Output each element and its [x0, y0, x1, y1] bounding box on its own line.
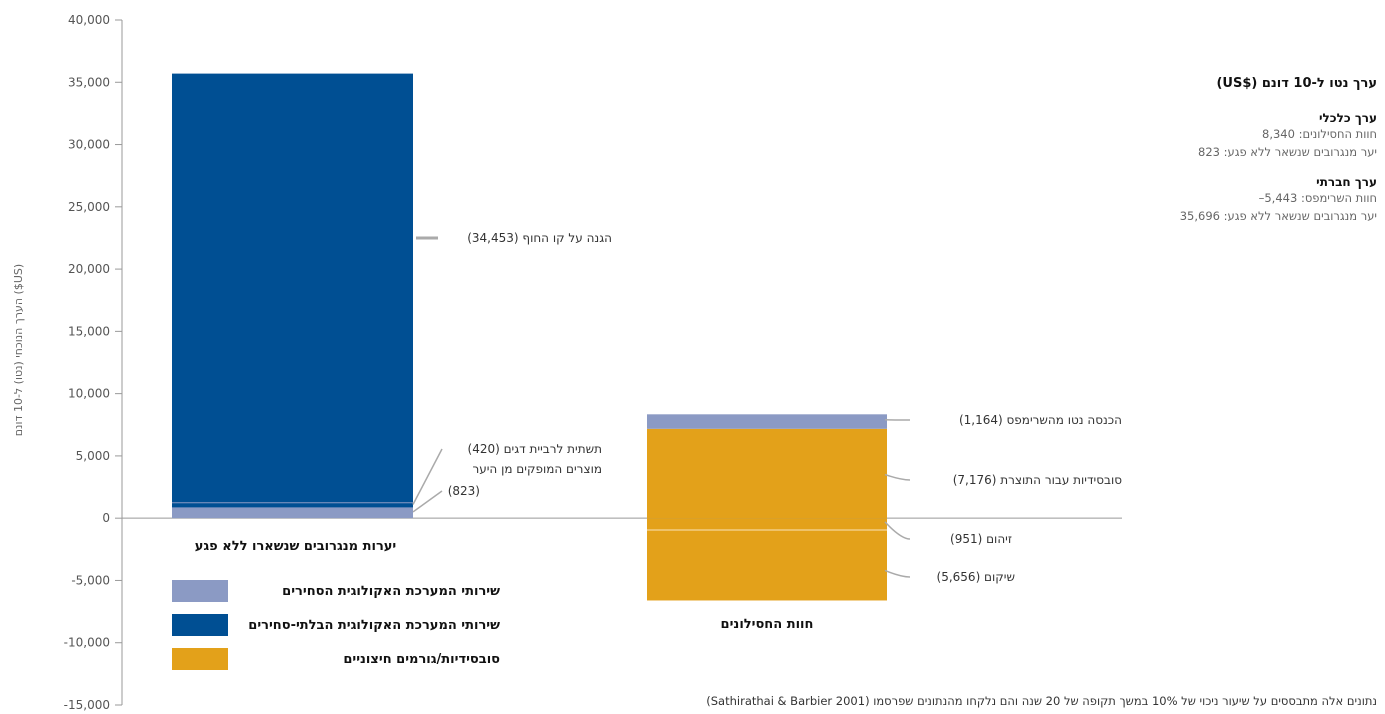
leader-line [412, 448, 443, 505]
leader-line [412, 490, 443, 513]
economic-value-heading: ערך כלכלי [1319, 111, 1377, 125]
bar-segment [647, 414, 887, 429]
economic-value-line: חוות החסילונים: 8,340 [1262, 127, 1377, 141]
bar-segment [172, 502, 413, 508]
leader-line [884, 569, 911, 578]
y-tick-label: 25,000 [68, 200, 110, 214]
y-tick-label: 20,000 [68, 262, 110, 276]
bar-segment [647, 518, 887, 531]
footnote: נתונים אלה מתבססים על שיעור ניכוי של 10%… [706, 694, 1377, 708]
legend-swatch [172, 580, 228, 602]
panel-title: ערך נטו ל-10 דונם ($US) [1216, 76, 1377, 91]
leader-line [884, 473, 911, 481]
category-label: יערות מנגרובים שנשארו ללא פגע [195, 539, 397, 554]
y-tick-label: -10,000 [64, 636, 110, 650]
data-label: (823) [448, 484, 480, 498]
y-tick-label: 5,000 [76, 449, 110, 463]
legend-label: סובסידיות/גורמים חיצוניים [343, 652, 500, 667]
bar-segment [172, 507, 413, 519]
social-value-line: חוות השרימפס: 5,443– [1258, 191, 1377, 205]
y-tick-label: 35,000 [68, 75, 110, 89]
data-label: זיהום (951) [950, 532, 1012, 546]
bar-segment [647, 428, 887, 519]
data-label: סובסידיות עבור התוצרת (7,176) [953, 473, 1123, 487]
net-value-panel: ערך נטו ל-10 דונם ($US) ערך כלכלי חוות ה… [1017, 76, 1377, 239]
legend-swatch [172, 648, 228, 670]
data-label: תשתית לרביית דגים (420) [468, 442, 603, 456]
data-label: הכנסה נטו מהשרימפס (1,164) [959, 413, 1122, 427]
y-tick-label: 30,000 [68, 138, 110, 152]
y-tick-label: 0 [102, 511, 110, 525]
y-axis-label: הערך הנוכחי (נטו) ל-10 דונם ($US) [12, 264, 25, 436]
y-tick-label: 40,000 [68, 13, 110, 27]
data-label: שיקום (5,656) [937, 570, 1015, 584]
legend-label: שירותי המערכת האקולוגית הבלתי-סחירים [248, 618, 500, 633]
data-label: הגנה על קו החוף (34,453) [467, 231, 612, 245]
social-value-group: ערך חברתי חוות השרימפס: 5,443– יער מנגרו… [1017, 175, 1377, 225]
y-tick-label: 10,000 [68, 387, 110, 401]
social-value-heading: ערך חברתי [1316, 175, 1377, 189]
y-tick-label: 15,000 [68, 324, 110, 338]
social-value-line: יער מנגרובים שנשאר ללא פגע: 35,696 [1179, 209, 1377, 223]
bar-segment [172, 73, 413, 503]
category-label: חוות החסילונים [721, 617, 814, 632]
legend-label: שירותי המערכת האקולוגית הסחירים [282, 584, 500, 599]
bar-segment [647, 530, 887, 601]
y-tick-label: -5,000 [71, 573, 110, 587]
leader-line [884, 521, 911, 540]
data-label: מוצרים המופקים מן היער [472, 462, 602, 476]
y-tick-label: -15,000 [64, 698, 110, 712]
economic-value-group: ערך כלכלי חוות החסילונים: 8,340 יער מנגר… [1017, 111, 1377, 161]
legend-swatch [172, 614, 228, 636]
economic-value-line: יער מנגרובים שנשאר ללא פגע: 823 [1198, 145, 1377, 159]
